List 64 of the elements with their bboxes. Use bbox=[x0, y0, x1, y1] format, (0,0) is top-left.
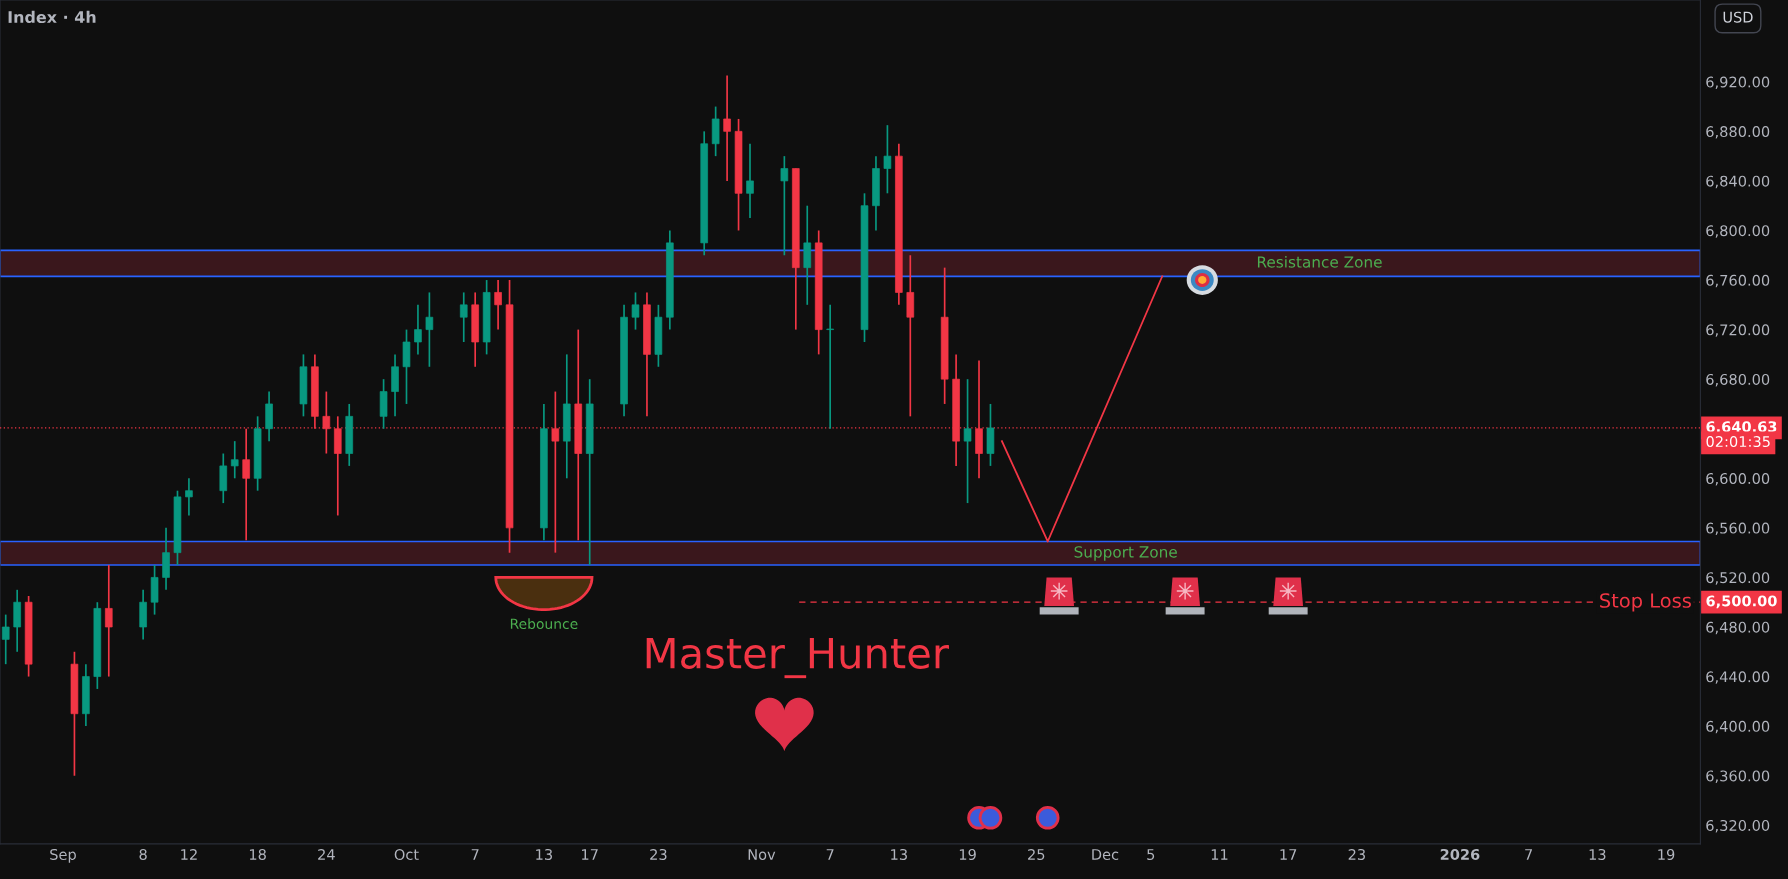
x-tick-label: 19 bbox=[959, 848, 976, 860]
x-tick-label: 8 bbox=[139, 848, 147, 860]
candlestick bbox=[425, 291, 434, 368]
y-tick-label: 6,600.00 bbox=[1706, 473, 1770, 486]
text: Index · 4h bbox=[8, 10, 96, 24]
annotation: Rebounce bbox=[510, 618, 578, 630]
x-tick-label: 18 bbox=[249, 848, 266, 860]
y-tick-label: 6,440.00 bbox=[1706, 671, 1770, 684]
candlestick bbox=[494, 279, 502, 331]
x-tick-label: Sep bbox=[50, 848, 76, 863]
candlestick bbox=[414, 303, 422, 356]
x-tick-label: 13 bbox=[891, 848, 907, 860]
candlestick bbox=[104, 564, 113, 678]
x-tick-label: 7 bbox=[1525, 849, 1533, 860]
x-tick-label: 12 bbox=[181, 848, 197, 860]
annotation: Master_Hunter bbox=[646, 637, 949, 679]
candlestick bbox=[723, 74, 731, 182]
x-tick-label: 23 bbox=[1348, 848, 1365, 860]
band-label: Support Zone bbox=[1074, 546, 1177, 561]
text: 6,500.00 bbox=[1706, 595, 1777, 609]
x-tick-label: 2026 bbox=[1440, 848, 1480, 860]
x-tick-label: 25 bbox=[1028, 848, 1045, 860]
y-tick-label: 6,800.00 bbox=[1706, 225, 1770, 238]
x-tick-label: Dec bbox=[1092, 849, 1119, 860]
y-tick-label: 6,400.00 bbox=[1706, 720, 1770, 734]
y-tick-label: 6,680.00 bbox=[1706, 373, 1770, 387]
x-tick-label: 17 bbox=[582, 849, 598, 860]
x-tick-label: 17 bbox=[1280, 849, 1297, 860]
band-label: Resistance Zone bbox=[1257, 255, 1382, 268]
text: USD bbox=[1723, 11, 1753, 23]
text: 6,640.63 bbox=[1706, 421, 1777, 435]
candlestick bbox=[780, 155, 789, 257]
y-tick-label: 6,560.00 bbox=[1706, 522, 1770, 536]
y-tick-label: 6,360.00 bbox=[1706, 770, 1770, 783]
candlestick bbox=[746, 142, 754, 219]
y-tick-label: 6,840.00 bbox=[1706, 175, 1770, 189]
x-tick-label: 23 bbox=[650, 848, 667, 860]
y-tick-label: 6,880.00 bbox=[1706, 126, 1770, 139]
y-tick-label: 6,760.00 bbox=[1706, 274, 1770, 288]
candlestick bbox=[185, 477, 193, 517]
x-tick-label: 19 bbox=[1658, 848, 1675, 860]
candlestick bbox=[826, 303, 834, 430]
ref-line-label: Stop Loss bbox=[1600, 593, 1691, 612]
candlestick bbox=[1, 613, 10, 666]
x-tick-label: 13 bbox=[1589, 848, 1606, 860]
x-tick-label: Oct bbox=[394, 848, 419, 860]
y-tick-label: 6,520.00 bbox=[1706, 572, 1770, 585]
y-tick-label: 6,480.00 bbox=[1706, 621, 1770, 635]
x-tick-label: 11 bbox=[1211, 849, 1228, 860]
x-tick-label: 13 bbox=[536, 848, 552, 860]
candlestick bbox=[883, 124, 892, 195]
candlestick bbox=[963, 378, 972, 504]
candlestick bbox=[230, 440, 239, 480]
y-tick-label: 6,920.00 bbox=[1706, 76, 1770, 90]
candlestick bbox=[631, 291, 640, 331]
x-tick-label: 7 bbox=[826, 849, 834, 860]
x-tick-label: 7 bbox=[471, 849, 479, 860]
y-tick-label: 6,720.00 bbox=[1706, 324, 1770, 337]
y-tick-label: 6,320.00 bbox=[1706, 819, 1770, 833]
text: 02:01:35 bbox=[1706, 436, 1770, 448]
x-tick-label: 5 bbox=[1147, 849, 1155, 860]
x-tick-label: Nov bbox=[748, 849, 776, 860]
x-tick-label: 24 bbox=[318, 848, 335, 860]
candlestick bbox=[459, 291, 468, 343]
